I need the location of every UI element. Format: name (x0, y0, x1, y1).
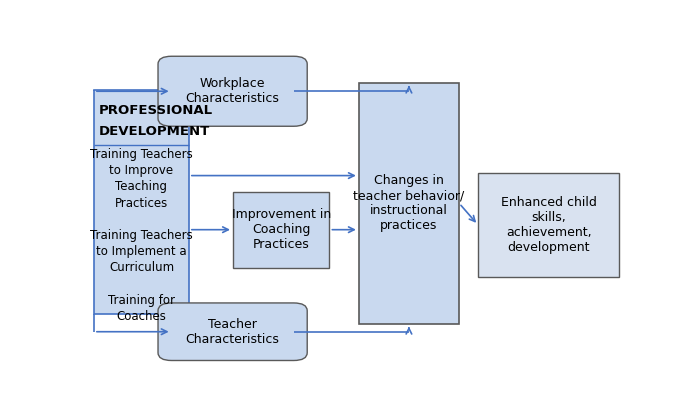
Text: to Implement a: to Implement a (96, 245, 187, 258)
Text: Changes in
teacher behavior/
instructional
practices: Changes in teacher behavior/ instruction… (354, 174, 465, 232)
Text: Training for: Training for (108, 294, 175, 307)
Text: Teacher
Characteristics: Teacher Characteristics (186, 318, 279, 346)
Bar (94, 90, 189, 314)
Bar (233, 191, 330, 268)
FancyBboxPatch shape (158, 56, 307, 126)
Text: Curriculum: Curriculum (109, 261, 174, 274)
Text: Coaches: Coaches (116, 310, 167, 323)
Text: Enhanced child
skills,
achievement,
development: Enhanced child skills, achievement, deve… (500, 196, 596, 254)
Text: to Improve: to Improve (109, 164, 174, 177)
Text: Training Teachers: Training Teachers (90, 229, 193, 242)
Bar (478, 173, 619, 277)
Text: Workplace
Characteristics: Workplace Characteristics (186, 77, 279, 105)
Text: DEVELOPMENT: DEVELOPMENT (98, 125, 209, 138)
Text: Teaching: Teaching (116, 180, 167, 194)
FancyBboxPatch shape (158, 303, 307, 360)
Bar (358, 83, 459, 324)
Text: Practices: Practices (115, 197, 168, 210)
Text: PROFESSIONAL: PROFESSIONAL (98, 105, 213, 118)
Text: Training Teachers: Training Teachers (90, 148, 193, 161)
Text: Improvement in
Coaching
Practices: Improvement in Coaching Practices (232, 208, 331, 251)
